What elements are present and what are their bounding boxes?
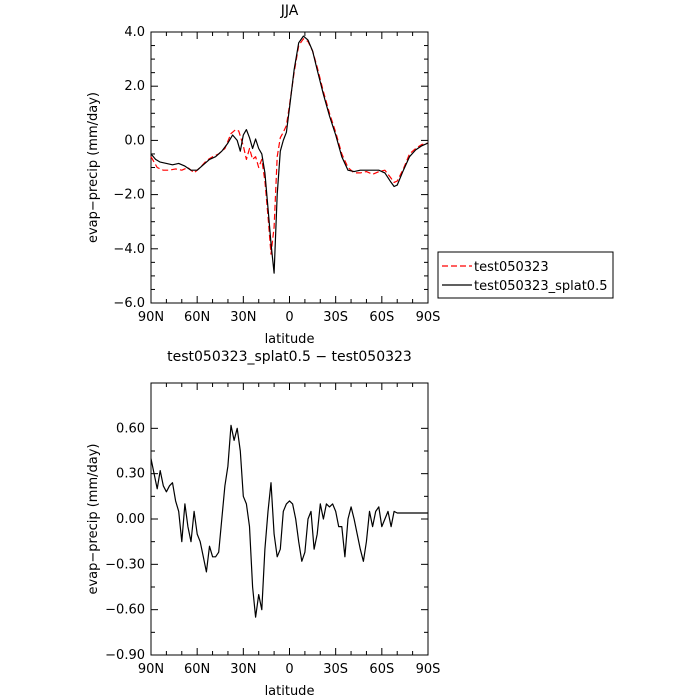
y-tick-label: 2.0	[124, 79, 145, 94]
y-tick-label: −4.0	[113, 242, 145, 257]
series-line-0	[150, 424, 428, 618]
evap-precip-jja-chart: JJA 90N 60N 30N 0 30S 60S 90S −6.0 −4.0 −2.0 0.0 2.0…	[86, 3, 440, 347]
chart-title: JJA	[280, 3, 299, 19]
evap-precip-difference-chart: test050323_splat0.5 − test050323 90N 60N 30…	[86, 349, 440, 699]
y-tick-label: −6.0	[113, 296, 145, 311]
y-axis-label: evap−precip (mm/day)	[86, 92, 101, 243]
x-tick-label: 30S	[323, 662, 348, 677]
x-tick-label: 90N	[138, 662, 164, 677]
x-tick-label: 0	[285, 662, 293, 677]
x-tick-label: 30S	[323, 310, 348, 325]
x-tick-label: 60N	[184, 662, 210, 677]
legend-label: test050323_splat0.5	[474, 279, 607, 294]
x-tick-label: 0	[285, 310, 293, 325]
y-tick-label: 0.00	[116, 512, 145, 527]
y-tick-label: −0.90	[105, 648, 145, 663]
x-tick-label: 90N	[138, 310, 164, 325]
y-axis-label: evap−precip (mm/day)	[86, 443, 101, 594]
y-tick-label: 4.0	[124, 25, 145, 40]
x-tick-label: 60S	[369, 662, 394, 677]
x-axis-label: latitude	[265, 332, 315, 347]
x-tick-label: 60S	[369, 310, 394, 325]
y-tick-label: 0.30	[116, 467, 145, 482]
y-tick-label: −0.60	[105, 603, 145, 618]
legend-box	[437, 251, 614, 299]
x-tick-label: 90S	[416, 662, 441, 677]
y-tick-label: −0.30	[105, 557, 145, 572]
x-tick-label: 60N	[184, 310, 210, 325]
y-tick-label: −2.0	[113, 188, 145, 203]
x-tick-label: 30N	[230, 662, 256, 677]
legend: test050323 test050323_splat0.5	[437, 251, 614, 299]
x-axis-label: latitude	[265, 684, 315, 699]
legend-label: test050323	[474, 260, 549, 275]
series-line-test050323	[150, 38, 429, 255]
plot-frame	[150, 382, 429, 656]
chart-title: test050323_splat0.5 − test050323	[167, 349, 412, 365]
x-tick-label: 30N	[230, 310, 256, 325]
y-tick-label: 0.0	[124, 133, 145, 148]
series-line-test050323-splat0-5	[150, 35, 429, 274]
y-tick-label: 0.60	[116, 421, 145, 436]
x-tick-label: 90S	[416, 310, 441, 325]
plot-frame	[150, 31, 429, 304]
